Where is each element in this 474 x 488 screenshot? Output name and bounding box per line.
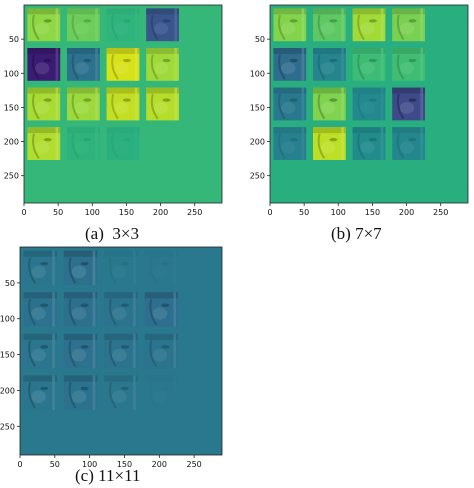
feature-map-cell [273,8,307,42]
feature-map-cell [392,87,425,121]
feature-map-cell [392,48,425,81]
x-tick-label: 100 [82,460,97,469]
feature-map-cell [352,87,386,121]
feature-map-cell [106,127,140,160]
y-tick-label: 150 [4,103,19,112]
x-tick-label: 150 [119,208,134,217]
y-tick-label: 50 [255,35,265,44]
x-tick-label: 100 [85,208,100,217]
feature-map-cell [352,48,386,81]
feature-map-cell [144,292,179,327]
feature-map-cell [106,8,140,42]
feature-map-cell [27,127,61,160]
x-tick-label: 50 [299,208,309,217]
y-tick-label: 100 [0,315,15,324]
x-tick-label: 250 [187,208,202,217]
y-tick-label: 100 [250,69,265,78]
feature-map-cell [63,250,98,286]
caption-b: (b) 7×7 [331,224,382,243]
feature-map-cell [104,250,138,286]
feature-map-cell [67,48,100,81]
feature-map-cell [146,127,179,160]
x-tick-label: 200 [399,208,414,217]
feature-map-cell [144,375,179,410]
feature-map-cell [104,375,138,410]
feature-map-cell [104,292,138,327]
feature-map-cell [146,8,179,42]
caption-c: (c) 11×11 [75,466,141,485]
feature-map-cell [313,8,346,42]
y-tick-label: 150 [0,351,15,360]
x-tick-label: 50 [50,460,60,469]
x-tick-label: 0 [21,208,26,217]
feature-map-cell [23,292,57,327]
x-tick-label: 0 [17,460,22,469]
feature-map-cell [144,250,179,286]
panel-a: 0 50 100 150 200 250 50 100 150 200 250 [4,4,223,217]
feature-map-cell [27,87,61,121]
feature-map-cell [23,375,57,410]
feature-map-cell [313,87,346,121]
feature-map-cell [23,333,57,369]
feature-map-cell [67,127,100,160]
x-tick-label: 200 [153,208,168,217]
x-tick-label: 50 [53,208,63,217]
feature-map-cell [23,250,57,286]
panel-c: 0 50 100 150 200 250 50 100 150 200 250 [0,246,223,469]
y-tick-label: 50 [5,279,15,288]
feature-map-cell [273,48,307,81]
axes-frame [269,4,469,204]
feature-map-cell [67,87,100,121]
y-tick-label: 100 [4,69,19,78]
y-tick-label: 150 [250,103,265,112]
feature-map-cell [313,48,346,81]
feature-map-cell [63,333,98,369]
feature-map-cell [352,8,386,42]
feature-map-cell [146,87,179,121]
feature-map-cell [392,127,425,160]
x-tick-label: 0 [267,208,272,217]
y-tick-label: 50 [9,35,19,44]
feature-map-cell [392,8,425,42]
x-tick-label: 250 [186,460,201,469]
feature-map-cell [67,8,100,42]
feature-map-cell [27,48,61,81]
y-tick-label: 250 [250,172,265,181]
feature-map-cell [63,292,98,327]
y-tick-label: 200 [4,138,19,147]
x-tick-label: 200 [152,460,167,469]
feature-map-cell [273,87,307,121]
panel-b: 0 50 100 150 200 250 50 100 150 200 250 [250,4,469,217]
y-tick-label: 200 [0,386,15,395]
axes-frame [19,246,223,456]
axes-frame [23,4,223,204]
feature-map-cell [352,127,386,160]
x-tick-label: 150 [365,208,380,217]
y-tick-label: 250 [4,172,19,181]
feature-map-cell [106,87,140,121]
feature-map-cell [144,333,179,369]
y-tick-label: 200 [250,138,265,147]
feature-map-cell [106,48,140,81]
caption-a: (a) 3×3 [85,224,139,243]
feature-map-cell [63,375,98,410]
feature-map-cell [27,8,61,42]
feature-map-cell [273,127,307,160]
feature-map-cell [313,127,346,160]
y-tick-label: 250 [0,422,15,431]
x-tick-label: 250 [433,208,448,217]
feature-map-cell [146,48,179,81]
feature-map-cell [104,333,138,369]
x-tick-label: 100 [331,208,346,217]
x-tick-label: 150 [117,460,132,469]
